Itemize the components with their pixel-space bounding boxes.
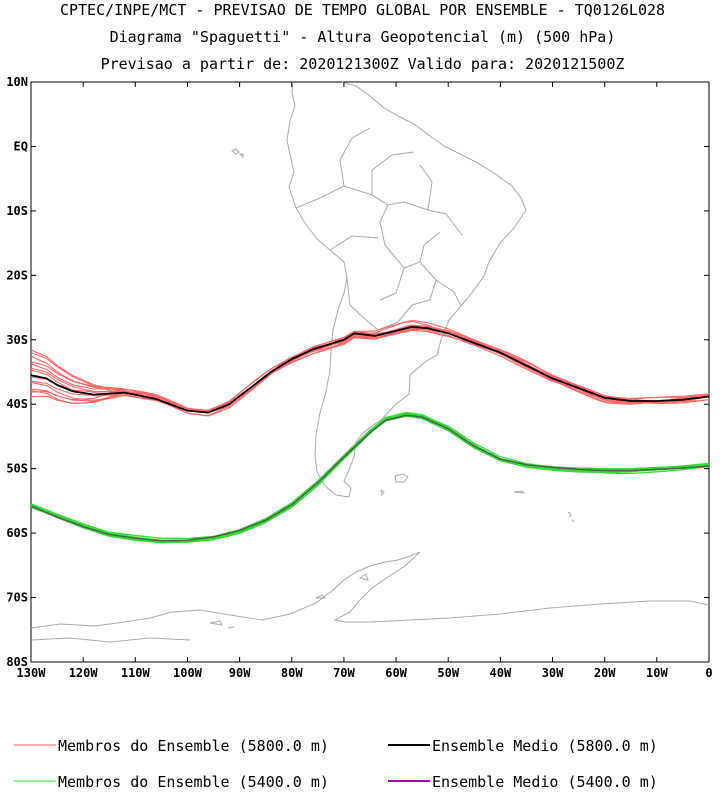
chart-title-line-2: Diagrama "Spaguetti" - Altura Geopotenci…	[109, 28, 616, 46]
chart-title-line-3: Previsao a partir de: 2020121300Z Valido…	[100, 55, 625, 73]
galapagos	[231, 148, 244, 159]
lon-tick-label: 100W	[173, 666, 203, 680]
mean-5400-line	[30, 414, 710, 542]
legend-item-members-5400: Membros do Ensemble (5400.0 m)	[14, 773, 329, 791]
lat-tick-label: EQ	[14, 139, 28, 153]
lon-tick-label: 20W	[594, 666, 616, 680]
legend-item-mean-5800: Ensemble Medio (5800.0 m)	[388, 737, 658, 755]
mean-5800-line	[30, 325, 710, 414]
legend-label-members-5400: Membros do Ensemble (5400.0 m)	[58, 773, 329, 791]
lat-tick-label: 20S	[6, 268, 28, 282]
lat-tick-label: 60S	[6, 526, 28, 540]
south-georgia	[513, 490, 575, 523]
map-frame	[30, 81, 710, 663]
lat-tick-label: 30S	[6, 333, 28, 347]
lon-tick-label: 90W	[229, 666, 251, 680]
legend-item-members-5800: Membros do Ensemble (5800.0 m)	[14, 737, 329, 755]
lat-tick-label: 10N	[6, 75, 28, 89]
antarctic-islands	[209, 573, 369, 629]
lon-tick-label: 0	[705, 666, 712, 680]
lon-tick-label: 40W	[490, 666, 512, 680]
coastlines	[30, 81, 710, 643]
lon-tick-label: 110W	[121, 666, 151, 680]
south-america-coast	[286, 81, 527, 498]
legend: Membros do Ensemble (5800.0 m) Ensemble …	[14, 737, 658, 791]
country-borders	[295, 127, 463, 331]
lon-tick-label: 10W	[646, 666, 668, 680]
lon-tick-label: 70W	[333, 666, 355, 680]
legend-label-mean-5800: Ensemble Medio (5800.0 m)	[432, 737, 658, 755]
legend-label-mean-5400: Ensemble Medio (5400.0 m)	[432, 773, 658, 791]
antarctica-coast	[30, 551, 710, 643]
axis-ticks	[30, 81, 710, 663]
lat-tick-label: 40S	[6, 397, 28, 411]
map-area	[30, 81, 710, 663]
legend-label-members-5800: Membros do Ensemble (5800.0 m)	[58, 737, 329, 755]
lon-tick-label: 50W	[437, 666, 459, 680]
chart-title-line-1: CPTEC/INPE/MCT - PREVISAO DE TEMPO GLOBA…	[59, 1, 666, 19]
lon-tick-label: 130W	[17, 666, 47, 680]
member-5800-line	[30, 319, 710, 412]
falklands	[380, 473, 409, 497]
lon-tick-label: 80W	[281, 666, 303, 680]
lat-tick-label: 80S	[6, 655, 28, 669]
lon-tick-label: 60W	[385, 666, 407, 680]
lat-tick-label: 10S	[6, 204, 28, 218]
lat-tick-label: 50S	[6, 462, 28, 476]
lat-tick-label: 70S	[6, 591, 28, 605]
lon-tick-label: 30W	[542, 666, 564, 680]
ensemble-mean-group	[30, 325, 710, 542]
member-5800-line	[30, 320, 710, 417]
legend-item-mean-5400: Ensemble Medio (5400.0 m)	[388, 773, 658, 791]
lon-tick-label: 120W	[69, 666, 99, 680]
